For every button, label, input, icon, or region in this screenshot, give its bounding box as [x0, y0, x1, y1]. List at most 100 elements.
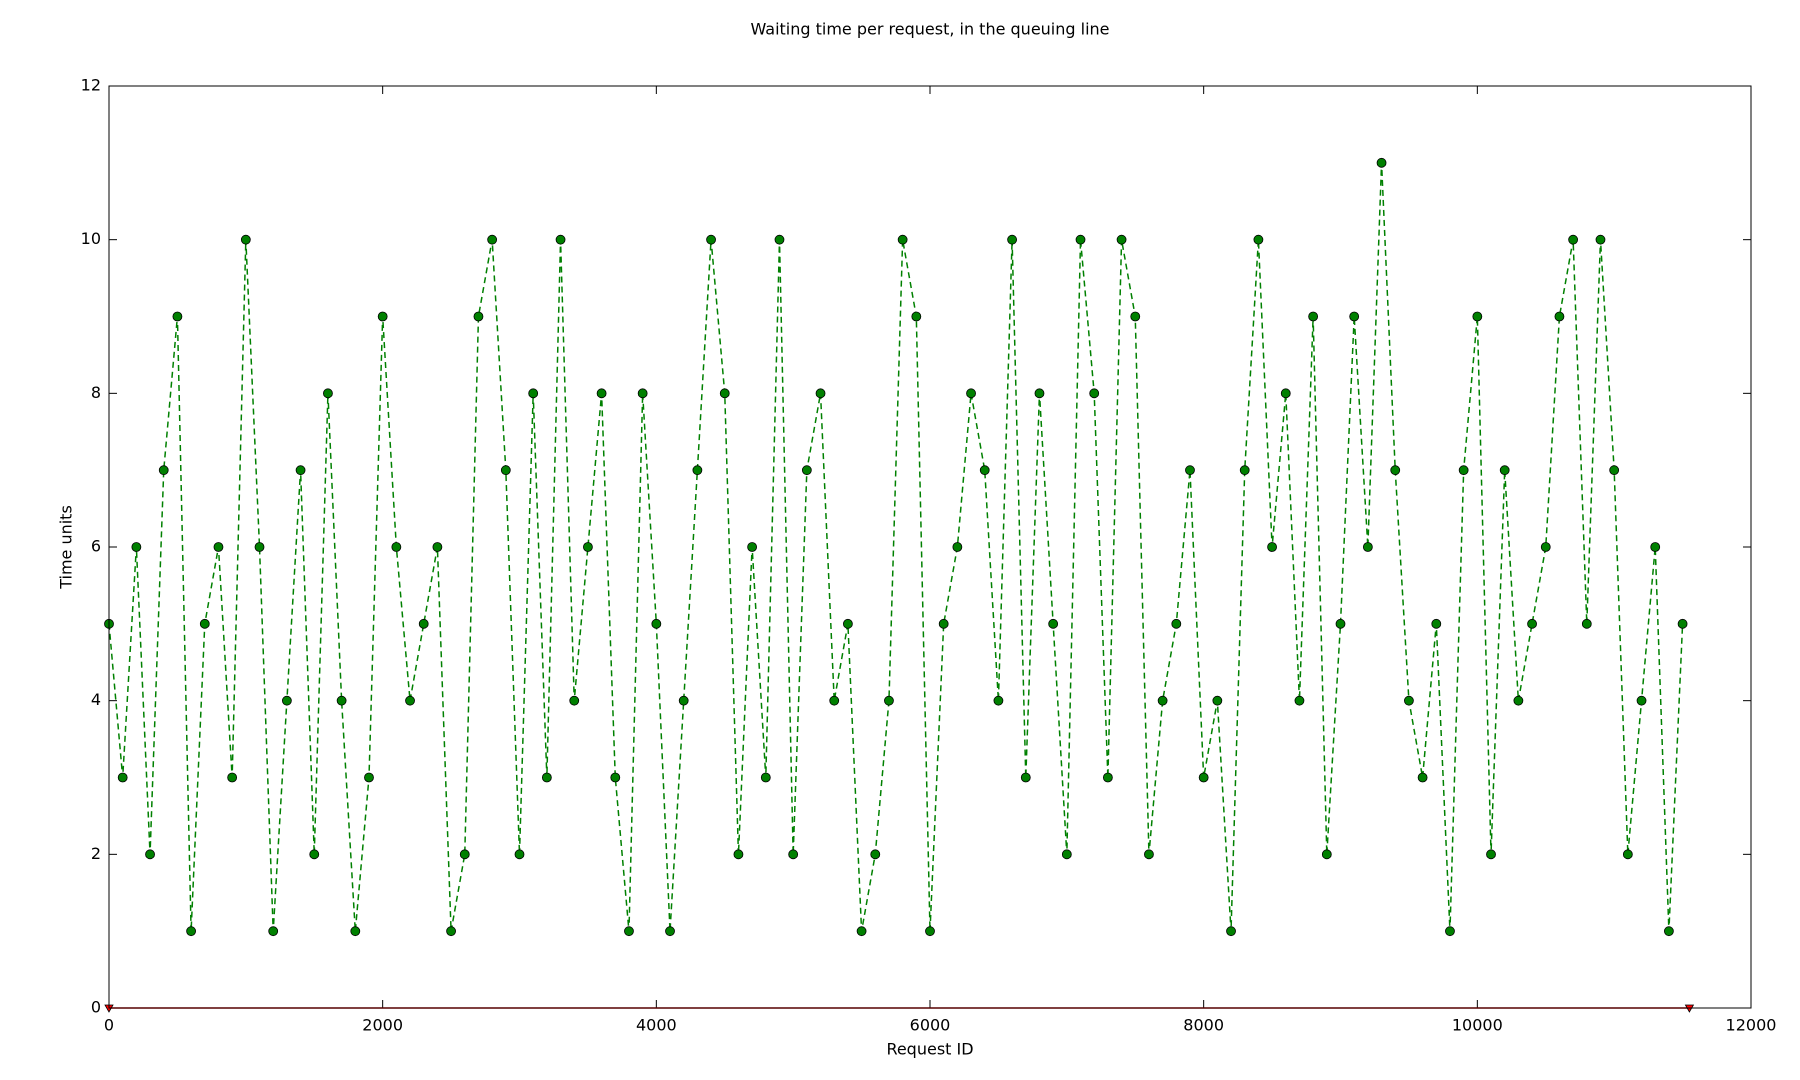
marker [1362, 542, 1373, 552]
marker [1185, 465, 1195, 476]
marker [733, 849, 744, 860]
marker [487, 234, 498, 245]
marker [719, 388, 730, 399]
marker [870, 849, 881, 860]
marker [1513, 695, 1524, 706]
marker [1472, 311, 1483, 322]
marker [391, 542, 402, 552]
marker [1650, 542, 1661, 552]
marker [569, 695, 580, 706]
marker [1568, 234, 1579, 245]
marker [624, 926, 634, 937]
marker [637, 388, 648, 399]
plot-frame [108, 85, 1752, 1009]
marker [418, 618, 429, 629]
y-tick-label: 12 [81, 76, 101, 95]
marker [117, 772, 128, 783]
marker [856, 926, 867, 937]
marker [377, 311, 388, 322]
marker [1677, 618, 1688, 629]
marker [254, 542, 265, 552]
marker [1486, 849, 1496, 860]
marker [1157, 695, 1168, 706]
marker [692, 465, 703, 476]
marker [1280, 388, 1291, 399]
marker [1417, 772, 1428, 783]
marker [172, 311, 183, 322]
marker [350, 926, 361, 937]
marker [774, 234, 785, 245]
x-tick-label: 8000 [1183, 1016, 1224, 1035]
marker [1239, 465, 1250, 476]
marker [993, 695, 1004, 706]
marker [1020, 772, 1031, 783]
marker [405, 695, 415, 706]
marker [459, 849, 470, 860]
marker [131, 542, 142, 552]
marker [268, 926, 279, 937]
marker [1622, 849, 1633, 860]
marker [1499, 465, 1510, 476]
marker [979, 465, 990, 476]
marker [295, 465, 306, 476]
marker [500, 465, 511, 476]
marker [446, 926, 456, 937]
x-axis-label: Request ID [886, 1040, 973, 1059]
marker [1595, 234, 1606, 245]
x-tick-label: 4000 [636, 1016, 677, 1035]
marker [610, 772, 621, 783]
marker [801, 465, 812, 476]
marker [432, 542, 443, 552]
marker [528, 388, 539, 399]
y-axis-label: Time units [57, 505, 76, 590]
marker [323, 388, 333, 399]
marker [541, 772, 552, 783]
marker [309, 849, 320, 860]
marker [1075, 234, 1086, 245]
marker [1144, 849, 1154, 860]
marker [1034, 388, 1045, 399]
marker [938, 618, 949, 629]
marker [1540, 542, 1551, 552]
marker [1253, 234, 1264, 245]
marker [1061, 849, 1072, 860]
marker [829, 695, 840, 706]
marker [186, 926, 197, 937]
x-tick-label: 6000 [910, 1016, 951, 1035]
marker [1267, 542, 1277, 552]
marker [1089, 388, 1100, 399]
marker [1116, 234, 1127, 245]
y-tick-label: 4 [91, 690, 101, 709]
marker [199, 618, 210, 629]
marker [1321, 849, 1332, 860]
marker [897, 234, 908, 245]
marker [1294, 695, 1305, 706]
marker [1226, 926, 1236, 937]
x-tick-label: 10000 [1452, 1016, 1503, 1035]
marker [145, 849, 155, 860]
marker [665, 926, 675, 937]
marker [884, 695, 894, 706]
marker [843, 618, 853, 629]
y-tick-label: 0 [91, 998, 101, 1017]
marker [596, 388, 607, 399]
x-tick-label: 12000 [1726, 1016, 1777, 1035]
y-tick-label: 6 [91, 537, 101, 556]
marker [1349, 311, 1360, 322]
y-tick-label: 10 [81, 229, 101, 248]
marker [925, 926, 935, 937]
x-tick-label: 0 [104, 1016, 114, 1035]
marker [514, 849, 525, 860]
y-tick-label: 2 [91, 844, 101, 863]
marker [952, 542, 963, 552]
marker [1527, 618, 1537, 629]
marker [1198, 772, 1209, 783]
marker [1636, 695, 1647, 706]
marker [1581, 618, 1592, 629]
marker [1308, 311, 1319, 322]
marker [1431, 618, 1442, 629]
y-tick-label: 8 [91, 383, 101, 402]
